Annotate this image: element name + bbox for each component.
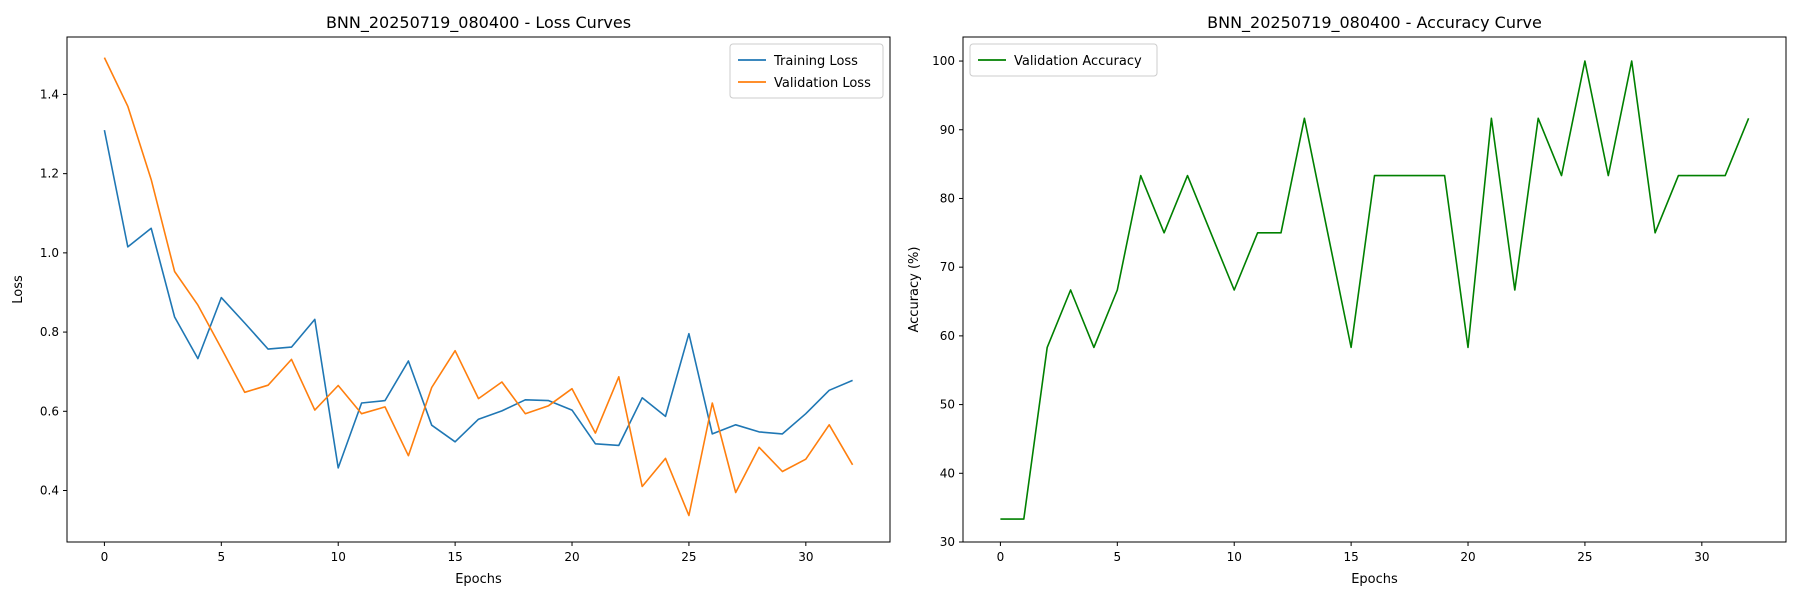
loss-legend-label-1: Validation Loss — [774, 76, 871, 91]
loss-legend-box — [729, 43, 884, 99]
accuracy-y-tick-label: 40 — [940, 466, 955, 480]
loss-series-line-0 — [103, 129, 853, 469]
loss-y-tick-label: 1.0 — [40, 246, 59, 260]
loss-chart-ylabel: Loss — [11, 275, 26, 304]
accuracy-y-tick-label: 60 — [940, 329, 955, 343]
loss-x-tick-label: 25 — [681, 550, 696, 564]
accuracy-x-tick-label: 10 — [1227, 550, 1242, 564]
accuracy-chart-marks: 0 5 10 15 20 25 30 30 40 50 60 70 80 90 100 Validation … — [932, 36, 1787, 564]
loss-series-line-1 — [103, 57, 854, 517]
accuracy-x-tick-label: 15 — [1343, 550, 1358, 564]
loss-x-tick-label: 30 — [798, 550, 813, 564]
loss-legend-label-0: Training Loss — [773, 54, 858, 69]
loss-x-tick-label: 20 — [564, 550, 579, 564]
accuracy-x-tick-label: 20 — [1460, 550, 1475, 564]
loss-x-tick-label: 15 — [447, 550, 462, 564]
loss-chart-marks: 0 5 10 15 20 25 30 0.4 0.6 0.8 1.0 1.2 1.4 Training L… — [40, 36, 891, 564]
accuracy-chart-xlabel: Epochs — [1351, 572, 1398, 587]
loss-y-tick-label: 0.8 — [40, 325, 59, 339]
accuracy-series-line-0 — [1000, 60, 1750, 520]
loss-y-tick-label: 1.4 — [40, 87, 59, 101]
loss-x-tick-label: 0 — [101, 550, 109, 564]
accuracy-y-tick-label: 50 — [940, 398, 955, 412]
loss-x-tick-label: 10 — [331, 550, 346, 564]
accuracy-legend: Validation Accuracy — [969, 43, 1158, 77]
loss-chart-xlabel: Epochs — [455, 572, 502, 587]
loss-axes-frame — [66, 36, 891, 543]
accuracy-x-tick-label: 25 — [1577, 550, 1592, 564]
accuracy-chart-title: BNN_20250719_080400 - Accuracy Curve — [1207, 13, 1542, 33]
loss-y-tick-label: 0.4 — [40, 484, 59, 498]
accuracy-y-tick-label: 100 — [932, 54, 955, 68]
loss-chart-title: BNN_20250719_080400 - Loss Curves — [326, 13, 631, 33]
accuracy-chart-ylabel: Accuracy (%) — [907, 247, 922, 333]
accuracy-y-tick-label: 70 — [940, 260, 955, 274]
accuracy-x-tick-label: 5 — [1113, 550, 1121, 564]
loss-legend: Training Loss Validation Loss — [729, 43, 884, 99]
accuracy-chart: BNN_20250719_080400 - Accuracy Curve 0 5 1… — [907, 13, 1787, 587]
loss-x-tick-label: 5 — [217, 550, 225, 564]
accuracy-y-tick-label: 30 — [940, 535, 955, 549]
loss-y-tick-label: 1.2 — [40, 167, 59, 181]
accuracy-x-tick-label: 30 — [1694, 550, 1709, 564]
accuracy-axes-frame — [962, 36, 1787, 543]
loss-chart: BNN_20250719_080400 - Loss Curves 0 5 10 15… — [11, 13, 891, 587]
accuracy-legend-label-0: Validation Accuracy — [1014, 54, 1142, 69]
loss-y-tick-label: 0.6 — [40, 404, 59, 418]
accuracy-x-tick-label: 0 — [997, 550, 1005, 564]
accuracy-y-tick-label: 80 — [940, 191, 955, 205]
accuracy-legend-box — [969, 43, 1158, 77]
accuracy-y-tick-label: 90 — [940, 123, 955, 137]
